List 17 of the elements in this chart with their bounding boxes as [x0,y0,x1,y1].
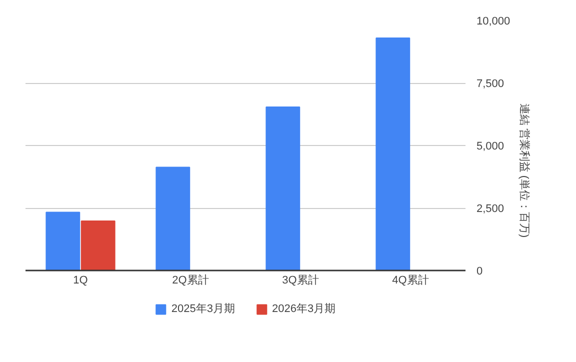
y-tick-label: 0 [476,266,483,278]
x-tick-label: 4Q累計 [392,274,429,286]
y-tick-label: 5,000 [476,140,504,152]
y-axis-title: 連結 営業利益 (単位：百万) [518,103,532,238]
y-tick-label: 2,500 [476,203,504,215]
bar [80,220,116,271]
x-tick-label: 3Q累計 [282,274,319,286]
bar [376,38,410,271]
legend-label: 2026年3月期 [272,302,336,316]
y-tick-label: 7,500 [476,78,504,90]
x-tick-label: 1Q [73,274,88,286]
bar [156,166,190,271]
bar [46,212,80,271]
x-tick-label: 2Q累計 [172,274,209,286]
legend-label: 2025年3月期 [171,302,235,316]
bar [266,106,300,271]
y-tick-label: 10,000 [476,16,510,28]
